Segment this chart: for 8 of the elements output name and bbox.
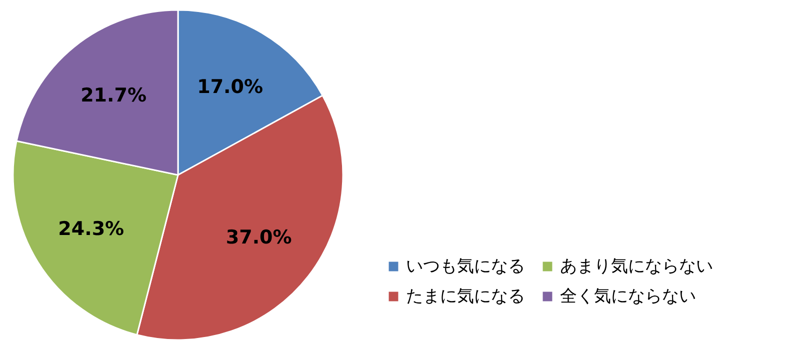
data-label: 17.0% [197,76,264,98]
legend-label: あまり気にならない [560,256,713,277]
data-label: 37.0% [226,226,292,249]
legend-label: いつも気になる [406,256,525,277]
legend-label: 全く気にならない [560,286,696,306]
legend-label: たまに気になる [406,286,525,306]
data-label: 21.7% [80,84,146,107]
data-label: 24.3% [58,218,124,240]
